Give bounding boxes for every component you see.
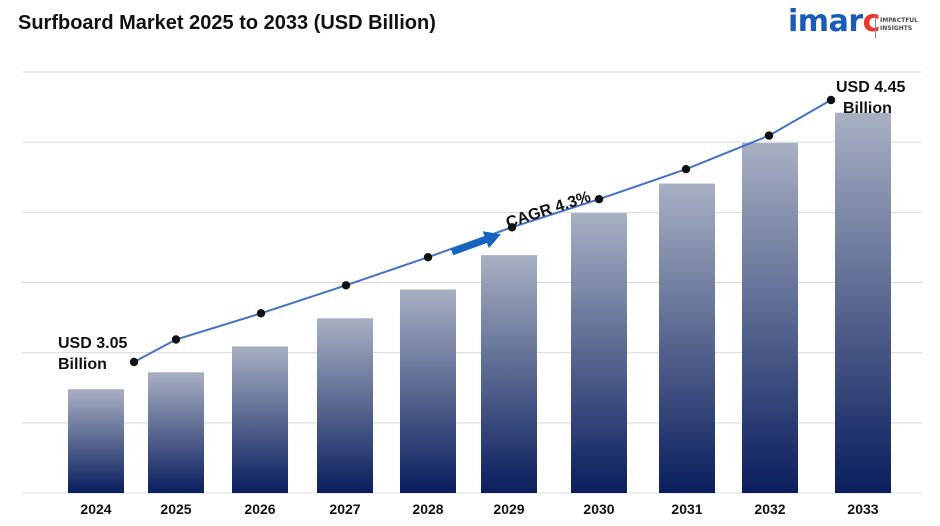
chart-title: Surfboard Market 2025 to 2033 (USD Billi… <box>18 12 436 34</box>
trend-point-2029 <box>507 223 517 232</box>
x-tick-label-2032: 2032 <box>754 501 785 517</box>
x-tick-label-2024: 2024 <box>80 501 111 517</box>
bar-2029 <box>481 255 537 493</box>
x-tick-label-2028: 2028 <box>412 501 443 517</box>
trend-point-2024 <box>129 357 139 367</box>
trend-point-2026 <box>256 309 266 318</box>
bar-2026 <box>232 346 288 493</box>
end-value-label-line1: USD 4.45 <box>836 79 905 96</box>
logo-tagline: IMPACTFUL INSIGHTS <box>880 17 918 32</box>
trend-point-2032 <box>764 131 774 140</box>
end-value-label-line2: Billion <box>843 100 892 117</box>
x-tick-label-2033: 2033 <box>847 501 878 517</box>
trend-point-2028 <box>423 253 433 262</box>
brand-logo: imarc IMPACTFUL INSIGHTS <box>788 4 938 44</box>
start-value-label-line2: Billion <box>58 356 107 373</box>
bar-2027 <box>317 318 373 493</box>
trend-point-2033 <box>826 95 836 105</box>
bar-2030 <box>571 213 627 493</box>
x-tick-label-2025: 2025 <box>160 501 191 517</box>
start-value-label-line1: USD 3.05 <box>58 335 127 352</box>
bar-2025 <box>148 372 204 493</box>
bar-2024 <box>68 389 124 493</box>
bar-2032 <box>742 142 798 493</box>
trend-point-2031 <box>681 165 691 174</box>
bar-2033 <box>835 112 891 494</box>
trend-point-2030 <box>594 195 604 204</box>
x-tick-label-2026: 2026 <box>244 501 275 517</box>
x-axis-ticks: 2024 2025 2026 2027 2028 2029 2030 2031 2032 2033 <box>80 501 878 517</box>
x-tick-label-2027: 2027 <box>329 501 360 517</box>
cagr-arrow-icon <box>450 231 501 256</box>
bar-2031 <box>659 183 715 493</box>
trend-point-2025 <box>171 335 181 344</box>
logo-divider <box>875 16 876 38</box>
x-tick-label-2031: 2031 <box>671 501 702 517</box>
x-tick-label-2030: 2030 <box>583 501 614 517</box>
bars <box>68 112 891 494</box>
bar-2028 <box>400 289 456 493</box>
trend-point-2027 <box>341 281 351 290</box>
x-tick-label-2029: 2029 <box>493 501 524 517</box>
